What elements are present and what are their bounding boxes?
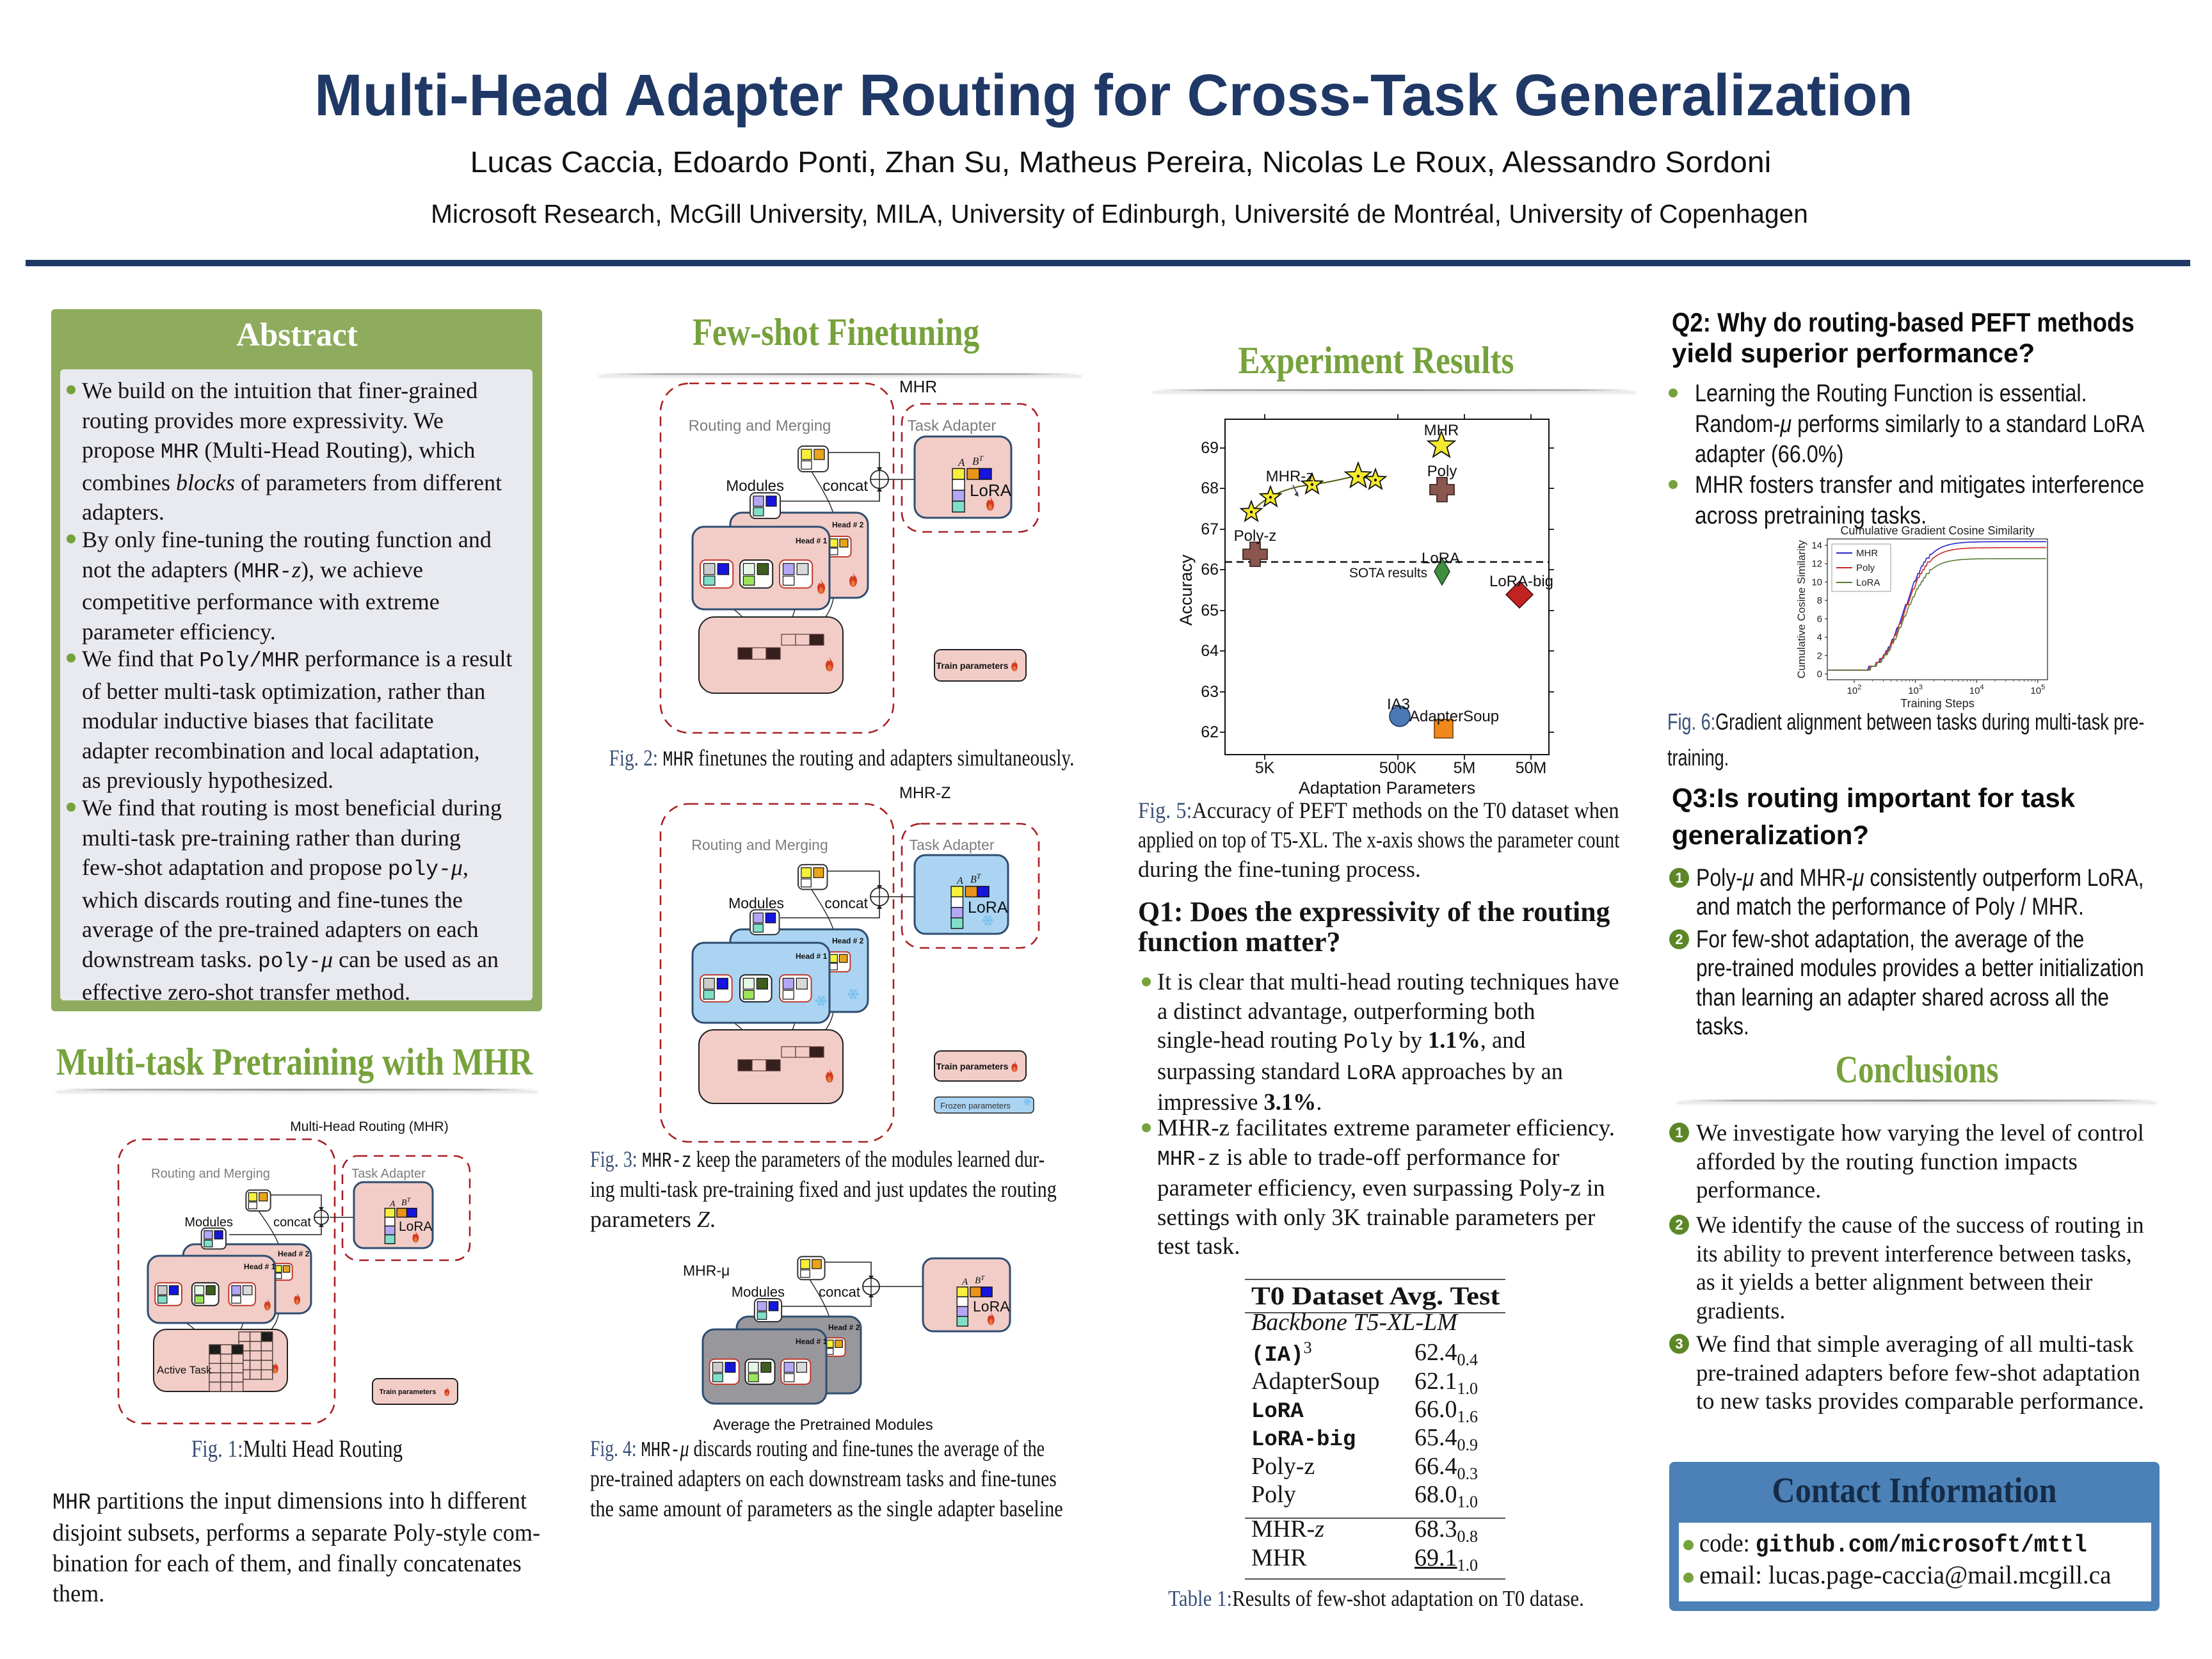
svg-text:Task Adapter: Task Adapter: [351, 1167, 426, 1181]
svg-text:A: A: [961, 1277, 968, 1287]
svg-text:68: 68: [1201, 479, 1219, 497]
svg-text:concat: concat: [819, 1284, 860, 1300]
svg-text:Poly: Poly: [1856, 563, 1875, 573]
svg-text:Task Adapter: Task Adapter: [910, 837, 995, 853]
svg-text:Train parameters: Train parameters: [936, 661, 1009, 671]
svg-text:Multi-Head Routing (MHR): Multi-Head Routing (MHR): [290, 1119, 448, 1134]
svg-text:LoRA: LoRA: [970, 481, 1012, 500]
svg-text:LoRA: LoRA: [1856, 577, 1880, 588]
svg-text:Head # 1: Head # 1: [796, 536, 828, 545]
svg-text:Active Task: Active Task: [157, 1364, 212, 1376]
svg-text:MHR: MHR: [899, 377, 937, 396]
svg-text:Train parameters: Train parameters: [380, 1388, 437, 1396]
svg-text:A: A: [389, 1199, 396, 1209]
svg-text:Cumulative Gradient Cosine Sim: Cumulative Gradient Cosine Similarity: [1840, 524, 2034, 537]
svg-text:5M: 5M: [1454, 759, 1476, 777]
svg-text:50M: 50M: [1516, 759, 1547, 777]
svg-text:Head # 2: Head # 2: [832, 936, 864, 945]
svg-text:69: 69: [1201, 439, 1219, 457]
svg-text:concat: concat: [824, 895, 868, 911]
svg-text:Frozen parameters: Frozen parameters: [940, 1101, 1011, 1110]
svg-text:12: 12: [1811, 559, 1822, 570]
svg-text:A: A: [956, 876, 963, 886]
svg-text:2: 2: [1817, 650, 1822, 661]
svg-text:104: 104: [1969, 684, 1984, 696]
svg-text:LoRA: LoRA: [399, 1219, 433, 1234]
svg-text:Training Steps: Training Steps: [1900, 697, 1974, 710]
svg-text:103: 103: [1908, 684, 1923, 696]
svg-text:Modules: Modules: [728, 895, 784, 911]
svg-text:Head # 2: Head # 2: [278, 1249, 310, 1258]
svg-text:A: A: [958, 456, 965, 469]
svg-text:MHR-μ: MHR-μ: [683, 1262, 730, 1279]
svg-text:105: 105: [2030, 684, 2045, 696]
svg-text:Cumulative Cosine Similarity: Cumulative Cosine Similarity: [1795, 540, 1807, 678]
svg-text:AdapterSoup: AdapterSoup: [1409, 708, 1499, 725]
svg-text:Task Adapter: Task Adapter: [908, 417, 997, 435]
svg-text:Adaptation Parameters: Adaptation Parameters: [1299, 778, 1475, 797]
svg-text:65: 65: [1201, 602, 1219, 620]
svg-text:67: 67: [1201, 520, 1219, 538]
svg-text:Routing and Merging: Routing and Merging: [691, 837, 828, 853]
svg-text:LoRA: LoRA: [973, 1298, 1010, 1315]
svg-text:Head # 1: Head # 1: [796, 952, 828, 961]
svg-text:4: 4: [1817, 632, 1822, 643]
svg-text:concat: concat: [273, 1215, 311, 1230]
svg-text:LoRA: LoRA: [968, 899, 1008, 917]
svg-text:Modules: Modules: [726, 477, 784, 495]
svg-text:MHR-z: MHR-z: [1266, 468, 1314, 485]
svg-text:Poly: Poly: [1427, 463, 1457, 480]
svg-text:0: 0: [1817, 669, 1822, 680]
svg-text:Accuracy: Accuracy: [1176, 554, 1196, 626]
svg-text:Head # 1: Head # 1: [796, 1337, 828, 1346]
svg-text:Modules: Modules: [732, 1284, 785, 1300]
svg-text:IA3: IA3: [1387, 696, 1410, 713]
svg-text:63: 63: [1201, 683, 1219, 701]
svg-text:5K: 5K: [1255, 759, 1275, 777]
svg-text:500K: 500K: [1379, 759, 1417, 777]
svg-text:Head # 2: Head # 2: [832, 520, 864, 529]
svg-text:Head # 2: Head # 2: [828, 1323, 860, 1332]
svg-text:MHR: MHR: [1856, 548, 1878, 559]
svg-text:64: 64: [1201, 642, 1219, 660]
svg-text:SOTA results: SOTA results: [1349, 566, 1427, 581]
svg-text:LoRA: LoRA: [1422, 550, 1460, 567]
svg-text:62: 62: [1201, 723, 1219, 741]
svg-text:MHR: MHR: [1424, 422, 1459, 439]
svg-text:Routing and Merging: Routing and Merging: [151, 1167, 270, 1181]
svg-text:10: 10: [1811, 577, 1822, 588]
svg-text:66: 66: [1201, 561, 1219, 579]
svg-text:Poly-z: Poly-z: [1234, 527, 1277, 545]
svg-text:LoRA-big: LoRA-big: [1489, 573, 1553, 590]
svg-text:14: 14: [1811, 540, 1822, 551]
svg-text:8: 8: [1817, 595, 1822, 606]
svg-text:6: 6: [1817, 614, 1822, 625]
svg-text:concat: concat: [822, 477, 868, 495]
svg-text:Head # 1: Head # 1: [244, 1262, 276, 1271]
svg-text:Modules: Modules: [184, 1215, 233, 1230]
svg-text:102: 102: [1847, 684, 1862, 696]
svg-text:MHR-Z: MHR-Z: [899, 784, 951, 802]
svg-text:Train parameters: Train parameters: [936, 1061, 1009, 1071]
svg-text:Routing and Merging: Routing and Merging: [689, 417, 831, 435]
